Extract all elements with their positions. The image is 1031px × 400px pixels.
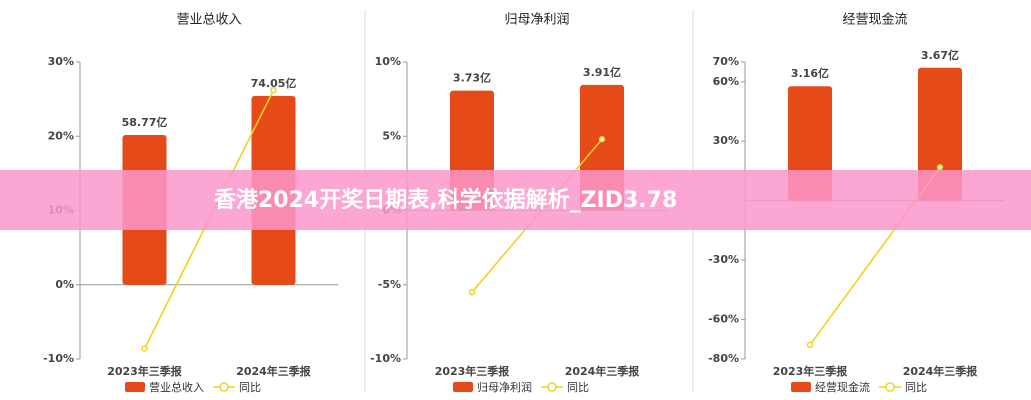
y-tick-label: 20% [48, 129, 74, 142]
y-tick-label: 30% [48, 55, 74, 68]
bar-value-label: 74.05亿 [251, 76, 297, 90]
y-tick-label: -5% [378, 278, 401, 291]
y-tick-label: 70% [713, 55, 739, 68]
chart-title: 经营现金流 [842, 12, 907, 28]
y-tick-label: 5% [382, 129, 401, 142]
bar-value-label: 3.67亿 [921, 48, 959, 62]
y-tick-label: 30% [713, 134, 739, 147]
line-point [936, 163, 944, 171]
y-tick-label: 10% [375, 55, 401, 68]
legend-swatch [547, 382, 557, 392]
y-tick-label: -30% [708, 253, 739, 266]
x-tick-label: 2023年三季报 [435, 364, 511, 378]
x-tick-label: 2023年三季报 [773, 364, 849, 378]
y-tick-label: -80% [708, 352, 739, 365]
x-tick-label: 2024年三季报 [236, 364, 312, 378]
y-tick-label: -10% [370, 352, 401, 365]
x-tick-label: 2024年三季报 [565, 364, 641, 378]
bar-value-label: 3.73亿 [453, 71, 491, 85]
legend-swatch [125, 382, 145, 392]
legend-swatch [791, 382, 811, 392]
bar-value-label: 58.77亿 [122, 115, 168, 129]
chart-title: 营业总收入 [176, 13, 241, 28]
overlay-text: 香港2024开奖日期表,科学依据解析_ZID3.78 [214, 187, 677, 213]
bar-value-label: 3.16亿 [791, 66, 829, 80]
legend-swatch [219, 382, 229, 392]
bar-value-label: 3.91亿 [583, 65, 621, 79]
legend-label: 经营现金流 [815, 380, 870, 394]
legend-label: 同比 [905, 381, 927, 394]
line-point [468, 288, 476, 296]
chart-title: 归母净利润 [504, 13, 569, 28]
legend-label: 归母净利润 [477, 380, 532, 394]
x-tick-label: 2024年三季报 [903, 364, 979, 378]
legend-label: 同比 [567, 381, 589, 394]
y-tick-label: -60% [708, 312, 739, 325]
legend-swatch [885, 382, 895, 392]
line-point [598, 136, 606, 143]
y-tick-label: 0% [55, 278, 74, 291]
y-tick-label: 60% [713, 75, 739, 88]
line-point [270, 87, 277, 94]
x-tick-label: 2023年三季报 [107, 364, 183, 378]
legend-label: 营业总收入 [149, 380, 204, 394]
line-point [141, 345, 148, 352]
legend-swatch [453, 382, 473, 392]
y-tick-label: -10% [43, 352, 74, 365]
overlay-banner [0, 170, 1031, 230]
line-point [806, 341, 814, 349]
bar [918, 67, 962, 201]
legend-label: 同比 [239, 381, 261, 394]
